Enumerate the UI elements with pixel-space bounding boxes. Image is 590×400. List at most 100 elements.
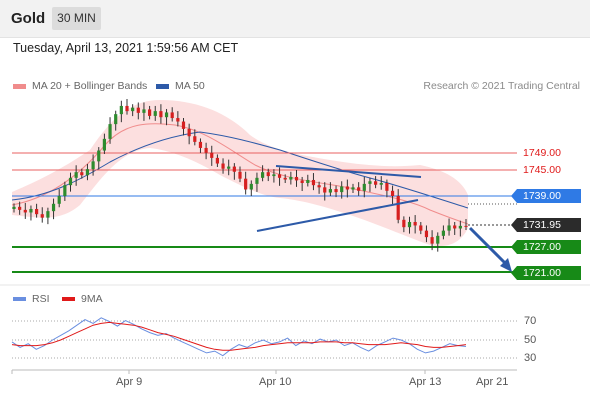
ma20-line bbox=[11, 123, 469, 225]
candle-body bbox=[261, 172, 265, 178]
candle-body bbox=[430, 237, 434, 244]
candle-body bbox=[458, 225, 462, 229]
candle-body bbox=[159, 111, 163, 118]
candle-body bbox=[148, 109, 152, 116]
candle-body bbox=[215, 157, 219, 164]
candle-body bbox=[164, 112, 169, 118]
candle-body bbox=[311, 179, 316, 186]
ma50-swatch bbox=[156, 83, 169, 89]
candle-body bbox=[91, 161, 95, 170]
candle-body bbox=[221, 163, 225, 169]
candle-body bbox=[181, 121, 186, 129]
candle-body bbox=[464, 225, 468, 227]
legend-ma50: MA 50 bbox=[156, 80, 205, 92]
candle-body bbox=[85, 169, 90, 176]
timeframe-button[interactable]: 30 MIN bbox=[52, 7, 101, 30]
candle-body bbox=[436, 235, 440, 244]
x-tick-apr9: Apr 9 bbox=[116, 376, 143, 388]
candle-body bbox=[35, 208, 39, 215]
candle-body bbox=[447, 225, 451, 231]
legend-bollinger: MA 20 + Bollinger Bands bbox=[13, 80, 147, 92]
candle-body bbox=[379, 183, 383, 185]
candle-body bbox=[396, 196, 400, 220]
candle-body bbox=[368, 181, 372, 184]
rsi-swatch bbox=[13, 297, 26, 302]
candle-body bbox=[40, 214, 44, 218]
candle-body bbox=[114, 114, 118, 125]
candle-body bbox=[453, 225, 457, 229]
candle-body bbox=[390, 190, 395, 196]
candle-body bbox=[227, 166, 231, 169]
candle-body bbox=[97, 150, 101, 162]
rsi-tick-30: 30 bbox=[524, 352, 537, 364]
x-tick-apr13: Apr 13 bbox=[409, 376, 442, 388]
candle-body bbox=[193, 136, 197, 142]
candle-body bbox=[266, 172, 270, 177]
candle-body bbox=[74, 172, 78, 178]
candle-body bbox=[402, 219, 406, 228]
candle-body bbox=[249, 183, 253, 190]
rsi-legend: RSI bbox=[13, 293, 50, 305]
x-tick-apr10: Apr 10 bbox=[259, 376, 292, 388]
candle-body bbox=[68, 177, 73, 186]
candle-body bbox=[187, 128, 191, 137]
candle-body bbox=[170, 112, 174, 119]
timestamp: Tuesday, April 13, 2021 1:59:56 AM CET bbox=[13, 41, 239, 55]
candle-body bbox=[306, 179, 310, 184]
candle-body bbox=[119, 105, 123, 115]
candle-body bbox=[131, 107, 135, 112]
rsi-ma-line bbox=[11, 321, 467, 351]
candle-body bbox=[300, 180, 304, 184]
candle-body bbox=[362, 183, 366, 191]
trendline-lower bbox=[256, 199, 419, 232]
candle-body bbox=[424, 230, 429, 238]
bollinger-swatch bbox=[13, 83, 26, 89]
candle-body bbox=[18, 206, 22, 210]
candle-body bbox=[374, 181, 378, 185]
trendline-upper bbox=[275, 165, 422, 178]
instrument-title: Gold bbox=[11, 10, 46, 27]
candle-body bbox=[385, 183, 389, 191]
candle-body bbox=[63, 185, 67, 196]
rsi-ma-legend: 9MA bbox=[62, 293, 103, 305]
candle-body bbox=[351, 187, 355, 190]
level-label-r1: 1745.00 bbox=[517, 163, 581, 177]
candle-body bbox=[323, 187, 327, 193]
candle-body bbox=[210, 152, 214, 158]
candle-body bbox=[419, 225, 423, 231]
candle-body bbox=[334, 189, 338, 193]
rsi-legend-label: RSI bbox=[32, 293, 50, 305]
candle-body bbox=[102, 138, 106, 151]
level-label-pivot: 1739.00 bbox=[511, 189, 581, 203]
level-label-s2: 1721.00 bbox=[511, 266, 581, 280]
candle-body bbox=[136, 107, 140, 113]
candle-body bbox=[317, 185, 321, 188]
rsi-ma-swatch bbox=[62, 297, 75, 302]
candle-body bbox=[340, 186, 344, 193]
candle-body bbox=[413, 221, 417, 226]
candle-body bbox=[407, 221, 412, 228]
candles-group bbox=[12, 99, 468, 252]
rsi-tick-50: 50 bbox=[524, 334, 537, 346]
projection-arrow-head bbox=[500, 258, 512, 272]
level-label-r2: 1749.00 bbox=[517, 146, 581, 160]
rsi-tick-70: 70 bbox=[524, 315, 537, 327]
candle-body bbox=[238, 171, 242, 179]
candle-body bbox=[441, 230, 445, 236]
candle-body bbox=[198, 141, 203, 148]
candle-body bbox=[46, 211, 50, 218]
candle-body bbox=[153, 111, 157, 116]
legend-ma50-label: MA 50 bbox=[175, 80, 205, 92]
candle-body bbox=[176, 118, 180, 122]
candle-body bbox=[80, 172, 84, 176]
candle-body bbox=[142, 109, 146, 113]
candle-body bbox=[232, 166, 236, 172]
candle-body bbox=[204, 147, 208, 153]
candle-body bbox=[289, 176, 293, 180]
level-label-last: 1731.95 bbox=[511, 218, 581, 232]
candle-body bbox=[272, 174, 276, 177]
candle-body bbox=[244, 178, 248, 190]
candle-body bbox=[108, 124, 112, 139]
projection-arrow-shaft bbox=[468, 226, 509, 267]
